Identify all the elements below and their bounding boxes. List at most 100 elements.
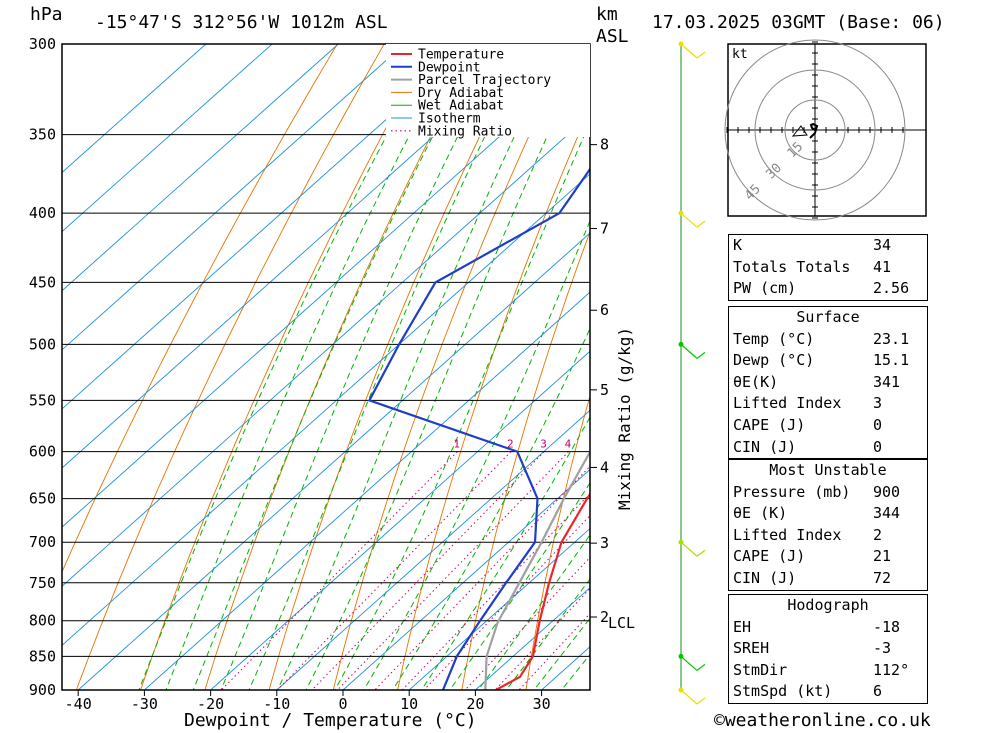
dry-adiabat [461, 230, 590, 690]
wet-adiabat [220, 44, 505, 690]
km-tick-label: 4 [600, 458, 609, 476]
mixing-ratio-line [494, 587, 590, 690]
pressure-tick-label: 750 [29, 574, 56, 592]
wind-barb [678, 210, 706, 228]
hodograph-ring [724, 39, 906, 221]
mixing-ratio-axis-label: Mixing Ratio (g/kg) [615, 327, 634, 510]
row-value: 344 [873, 504, 901, 523]
temperature-tick-label: 30 [533, 695, 551, 713]
row-value: 41 [873, 257, 892, 276]
temperature-tick-label: -20 [197, 695, 224, 713]
wind-barb [678, 41, 706, 59]
datetime-title: 17.03.2025 03GMT (Base: 06) [652, 12, 945, 33]
table-row: CAPE (J) 0 [729, 415, 927, 437]
temperature-tick-label: 0 [338, 695, 347, 713]
row-key: PW (cm) [733, 279, 797, 298]
row-value: 112° [873, 660, 910, 679]
row-key: CIN (J) [733, 437, 797, 456]
mixing-ratio-label: 6 [600, 438, 607, 451]
table-row: CIN (J) 0 [729, 437, 927, 459]
mixing-ratio-line [311, 451, 545, 690]
row-key: CAPE (J) [733, 547, 806, 566]
pressure-tick-label: 600 [29, 443, 56, 461]
isotherm [62, 44, 538, 469]
mixing-ratio-label: 1 [453, 438, 460, 451]
row-value: 341 [873, 372, 901, 391]
table-row: θE(K) 341 [729, 372, 927, 394]
legend-entry: Isotherm [418, 112, 481, 127]
row-key: StmSpd (kt) [733, 682, 833, 701]
wet-adiabat [248, 44, 531, 690]
table-row: StmDir 112° [729, 660, 927, 682]
wet-adiabat [392, 327, 590, 690]
table-row: Dewp (°C) 15.1 [729, 350, 927, 372]
row-value: 23.1 [873, 329, 910, 348]
legend-entry: Mixing Ratio [418, 124, 512, 139]
pressure-tick-label: 900 [29, 681, 56, 699]
isotherm [62, 44, 405, 351]
mixing-ratio-line [401, 492, 590, 690]
isotherm [62, 44, 339, 292]
row-value: 2.56 [873, 279, 910, 298]
km-label: km [596, 4, 618, 25]
row-key: Lifted Index [733, 525, 842, 544]
table-section-title: Most Unstable [769, 461, 887, 479]
surface-table: Surface Temp (°C) 23.1 Dewp (°C) 15.1 θE(K) 34… [728, 306, 928, 460]
wet-adiabat [138, 44, 437, 690]
pressure-tick-label: 850 [29, 647, 56, 665]
wet-adiabat [192, 44, 481, 690]
mixing-ratio-line [220, 451, 458, 690]
table-row: Lifted Index 3 [729, 393, 927, 415]
row-key: θE(K) [733, 372, 779, 391]
row-key: Pressure (mb) [733, 482, 851, 501]
row-value: 0 [873, 415, 883, 434]
legend-entry: Parcel Trajectory [418, 73, 551, 88]
row-value: 3 [873, 394, 883, 413]
row-key: EH [733, 617, 752, 636]
row-value: 2 [873, 525, 883, 544]
table-row: PW (cm) 2.56 [729, 278, 927, 300]
x-axis-label: Dewpoint / Temperature (°C) [184, 710, 477, 731]
dry-adiabat [972, 44, 1000, 690]
pressure-tick-label: 550 [29, 391, 56, 409]
temperature-tick-label: 20 [466, 695, 484, 713]
temperature-tick-label: -10 [263, 695, 290, 713]
storm-motion-marker [791, 125, 808, 137]
table-row: Totals Totals 41 [729, 257, 927, 279]
hodograph-ring [784, 99, 846, 161]
pressure-tick-label: 350 [29, 126, 56, 144]
wind-barb [678, 687, 706, 705]
mixing-ratio-label: 3 [540, 438, 547, 451]
mixing-ratio-label: 2 [507, 438, 514, 451]
parcel-trajectory-line [484, 449, 590, 690]
legend-entry: Temperature [418, 48, 504, 63]
table-row: SREH -3 [729, 638, 927, 660]
isotherm [62, 114, 590, 587]
row-value: 72 [873, 568, 892, 587]
pressure-tick-label: 800 [29, 612, 56, 630]
isotherm [62, 44, 273, 233]
km-tick-label: 2 [600, 608, 609, 626]
mixing-ratio-label: 15 [686, 438, 699, 451]
table-row: θE (K) 344 [729, 503, 927, 525]
row-value: 900 [873, 482, 901, 501]
sounding-series [367, 167, 590, 690]
mixing-ratio-label: 10 [647, 438, 660, 451]
pressure-tick-label: 300 [29, 35, 56, 53]
mixing-ratio-label: 20 [715, 438, 728, 451]
km-tick-label: 6 [600, 301, 609, 319]
wind-barb [678, 539, 706, 557]
dewpoint-line [367, 167, 590, 690]
hodograph-table: Hodograph EH -18 SREH -3 StmDir 112° StmSpd (kt… [728, 594, 928, 704]
wind-barb [678, 653, 706, 671]
row-key: Dewp (°C) [733, 351, 815, 370]
table-row: Temp (°C) 23.1 [729, 329, 927, 351]
row-key: Lifted Index [733, 394, 842, 413]
row-value: -3 [873, 639, 892, 658]
wind-barb [678, 341, 706, 359]
table-row: CAPE (J) 21 [729, 546, 927, 568]
wet-adiabat [165, 44, 459, 690]
wet-adiabat [276, 44, 560, 690]
